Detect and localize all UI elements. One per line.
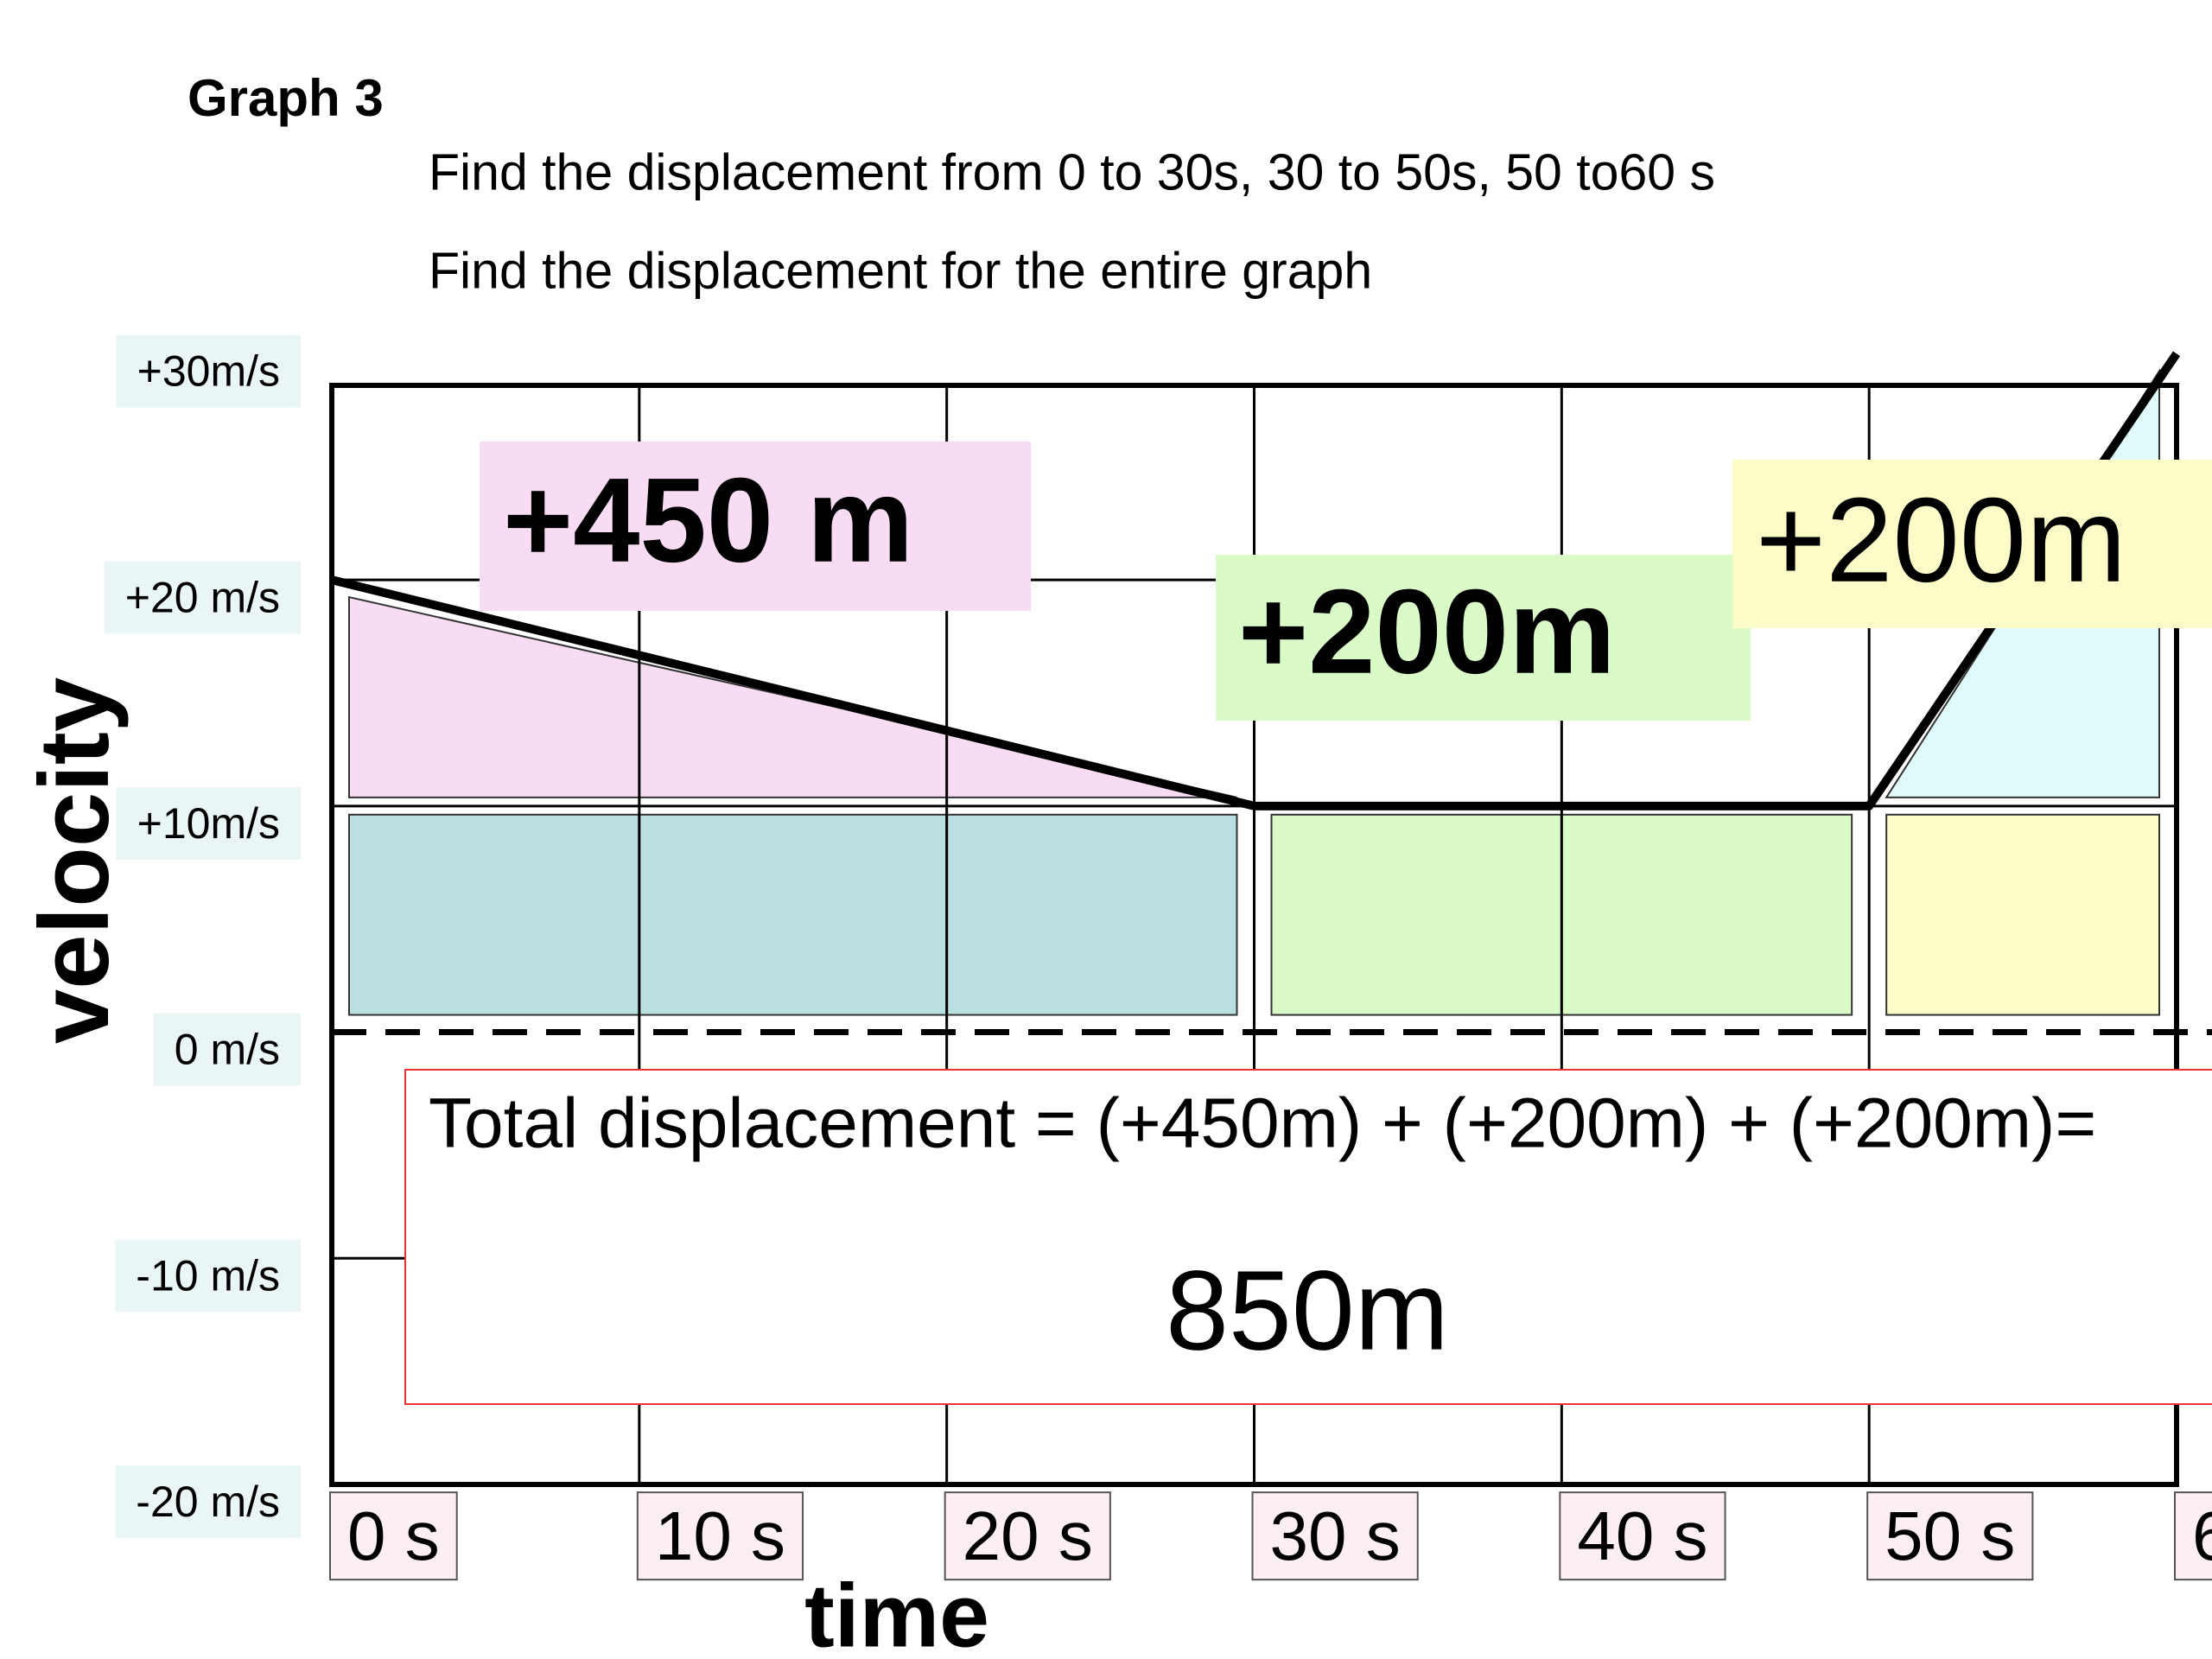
annotations: +450 m +200m +200m Total displacement = … — [404, 442, 2212, 1405]
x-tick-box — [329, 1491, 458, 1581]
x-tick-box — [636, 1491, 804, 1581]
y-tick: 0 m/s — [153, 1013, 301, 1086]
y-tick: -20 m/s — [115, 1465, 301, 1539]
annotation: +200m — [1756, 474, 2126, 607]
y-tick-label: -10 m/s — [136, 1251, 280, 1300]
y-tick-box — [115, 1465, 301, 1539]
x-tick-label: 60 — [2192, 1497, 2212, 1574]
y-tick-box — [116, 334, 301, 408]
x-tick: 0 s — [329, 1491, 458, 1581]
x-tick-label: 0 s — [347, 1497, 440, 1574]
x-tick-box — [1251, 1491, 1419, 1581]
x-tick-box — [1866, 1491, 2034, 1581]
total-box — [404, 1069, 2212, 1405]
annotation-box — [1216, 555, 1751, 721]
y-tick-box — [153, 1013, 301, 1086]
x-tick-box — [1559, 1491, 1726, 1581]
x-tick-label: 50 s — [1885, 1497, 2015, 1574]
y-tick: -10 m/s — [115, 1239, 301, 1313]
y-tick-label: +30m/s — [137, 347, 280, 396]
annotation: +450 m — [503, 454, 913, 588]
question: Find the displacement for the entire gra… — [429, 243, 1372, 300]
x-tick: 10 s — [636, 1491, 804, 1581]
total-value: 850m — [1166, 1247, 1449, 1374]
total-text: Total displacement = (+450m) + (+200m) +… — [429, 1084, 2096, 1163]
x-tick: 40 s — [1559, 1491, 1726, 1581]
x-tick: 50 s — [1866, 1491, 2034, 1581]
annotation-box — [480, 442, 1031, 611]
y-axis-label: velocity — [20, 677, 130, 1045]
y-tick: +10m/s — [116, 787, 301, 861]
y-tick-label: -20 m/s — [136, 1478, 280, 1526]
y-tick-label: +10m/s — [137, 799, 280, 848]
y-tick-label: 0 m/s — [175, 1026, 280, 1074]
area-shading — [1885, 813, 2161, 1016]
x-tick-label: 40 s — [1577, 1497, 1707, 1574]
y-tick: +20 m/s — [104, 561, 301, 634]
y-tick-box — [104, 561, 301, 634]
annotation: +200m — [1238, 565, 1616, 699]
x-tick-label: 30 s — [1270, 1497, 1401, 1574]
annotation-box — [1732, 460, 2212, 628]
x-tick-box — [944, 1491, 1111, 1581]
plot-frame — [329, 383, 2179, 1487]
y-tick-box — [115, 1239, 301, 1313]
slide-title: Graph 3 — [188, 69, 384, 127]
area-shading — [348, 813, 1238, 1016]
x-axis-label: time — [804, 1566, 989, 1659]
x-tick: 20 s — [944, 1491, 1111, 1581]
y-tick-box — [116, 787, 301, 861]
x-tick-label: 10 s — [655, 1497, 785, 1574]
question: Find the displacement from 0 to 30s, 30 … — [429, 144, 1715, 201]
x-tick-box — [2174, 1491, 2212, 1581]
x-tick: 60 — [2174, 1491, 2212, 1581]
x-tick-label: 20 s — [963, 1497, 1093, 1574]
x-tick: 30 s — [1251, 1491, 1419, 1581]
y-tick: +30m/s — [116, 334, 301, 408]
y-tick-label: +20 m/s — [125, 573, 280, 621]
plot: +30m/s +20 m/s +10m/s 0 m/s -10 m/s -20 m/s 0 … — [104, 334, 2212, 1581]
